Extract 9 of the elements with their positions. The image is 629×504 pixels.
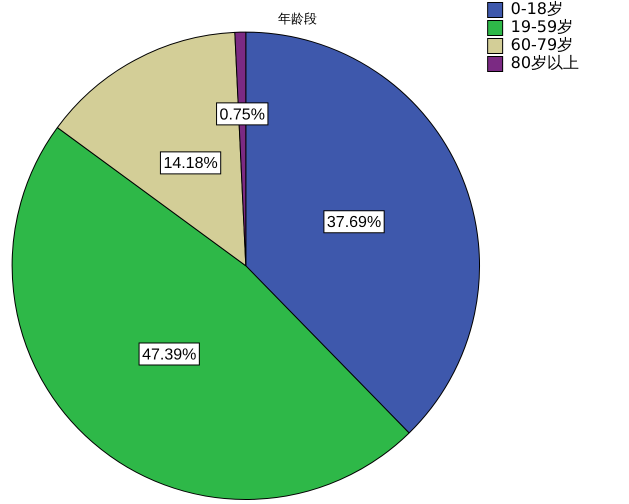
text: 年龄段 bbox=[278, 12, 317, 28]
legend-label: 0-18岁 bbox=[510, 0, 563, 18]
legend-label: 19-59岁 bbox=[510, 17, 574, 36]
legend-label: 60-79岁 bbox=[510, 35, 574, 54]
data-label: 14.18% bbox=[163, 155, 218, 172]
data-label: 37.69% bbox=[326, 214, 382, 232]
legend-label: 80岁以上 bbox=[510, 53, 579, 72]
data-label: 0.75% bbox=[220, 106, 265, 124]
data-label: 47.39% bbox=[142, 346, 196, 364]
